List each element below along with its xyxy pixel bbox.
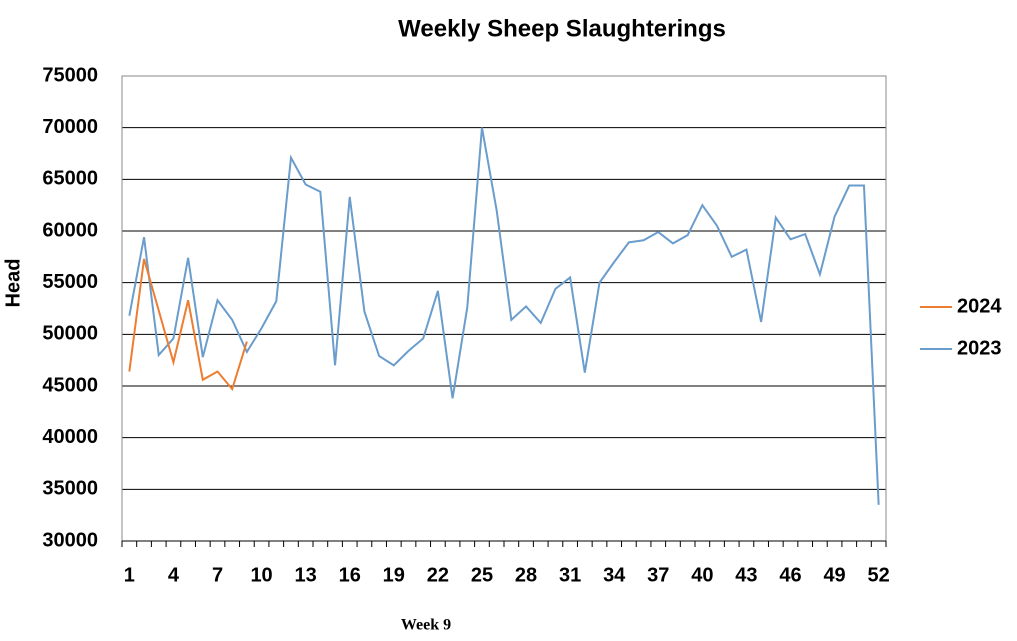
y-tick-label: 75000 bbox=[42, 64, 98, 86]
x-tick-label: 46 bbox=[779, 564, 801, 586]
x-tick-label: 25 bbox=[471, 564, 493, 586]
x-tick-label: 31 bbox=[559, 564, 581, 586]
x-tick-label: 52 bbox=[868, 564, 890, 586]
x-tick-label: 40 bbox=[691, 564, 713, 586]
y-tick-label: 55000 bbox=[42, 271, 98, 293]
x-tick-label: 4 bbox=[168, 564, 180, 586]
x-tick-label: 19 bbox=[383, 564, 405, 586]
y-tick-label: 45000 bbox=[42, 374, 98, 396]
y-tick-label: 70000 bbox=[42, 116, 98, 138]
y-tick-label: 40000 bbox=[42, 426, 98, 448]
y-tick-label: 60000 bbox=[42, 219, 98, 241]
y-tick-label: 50000 bbox=[42, 323, 98, 345]
x-tick-label: 28 bbox=[515, 564, 537, 586]
chart-title: Weekly Sheep Slaughterings bbox=[398, 15, 726, 42]
x-tick-label: 22 bbox=[427, 564, 449, 586]
x-tick-label: 10 bbox=[250, 564, 272, 586]
x-tick-label: 13 bbox=[295, 564, 317, 586]
annotation: Week 9 bbox=[401, 617, 451, 634]
x-tick-label: 43 bbox=[735, 564, 757, 586]
x-tick-label: 7 bbox=[212, 564, 223, 586]
series-line bbox=[128, 127, 880, 505]
series-line bbox=[128, 258, 248, 392]
x-tick-label: 16 bbox=[339, 564, 361, 586]
x-tick-label: 1 bbox=[124, 564, 135, 586]
x-tick-label: 37 bbox=[647, 564, 669, 586]
y-tick-label: 65000 bbox=[42, 168, 98, 190]
legend-label: 2024 bbox=[957, 295, 1002, 317]
y-tick-label: 30000 bbox=[42, 529, 98, 551]
plot-border bbox=[121, 75, 887, 542]
x-tick-label: 34 bbox=[603, 564, 626, 586]
legend-label: 2023 bbox=[957, 337, 1002, 359]
y-axis-label: Head bbox=[2, 259, 24, 308]
x-tick-label: 49 bbox=[823, 564, 845, 586]
y-tick-label: 35000 bbox=[42, 478, 98, 500]
